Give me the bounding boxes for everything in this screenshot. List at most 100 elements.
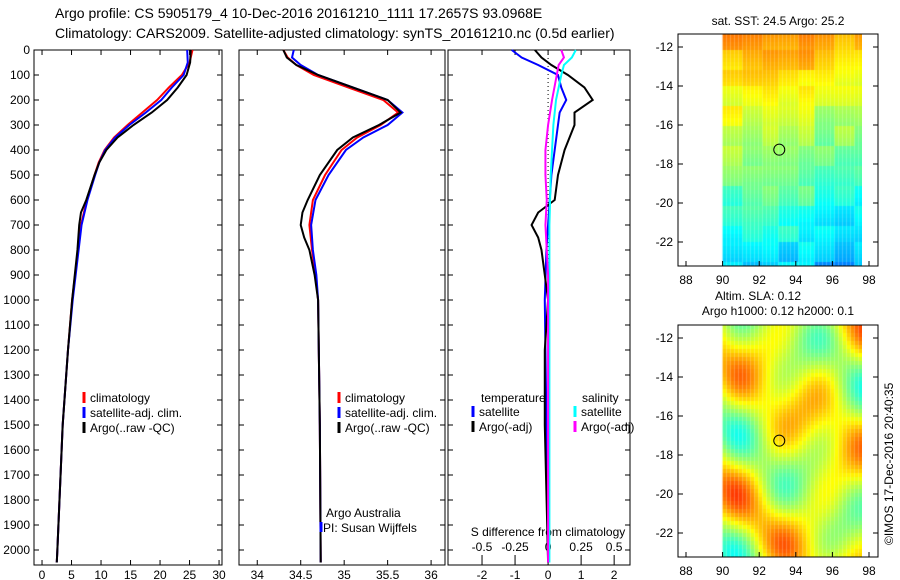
y-tick-label: 1600 xyxy=(3,443,30,457)
map-y-tick-label: -20 xyxy=(656,487,674,501)
series-line-t-argo-adj- xyxy=(530,49,595,563)
series-line-t-satellite xyxy=(511,49,568,563)
x-tick-label: -2 xyxy=(477,568,488,580)
x-tick-label: 25 xyxy=(183,568,197,580)
series-line-climatology xyxy=(55,49,194,563)
s-tick-label: -0.25 xyxy=(501,540,529,554)
y-tick-label: 100 xyxy=(10,68,30,82)
map-x-tick-label: 88 xyxy=(679,273,693,287)
argo-location-marker xyxy=(773,434,786,447)
legend-label: Argo(..raw -QC) xyxy=(90,421,175,435)
y-tick-label: 1200 xyxy=(3,343,30,357)
legend-title: temperature xyxy=(481,391,546,405)
annotation: Argo Australia xyxy=(326,506,401,520)
legend-label: Argo(-adj) xyxy=(581,420,634,434)
y-tick-label: 300 xyxy=(10,118,30,132)
y-tick-label: 800 xyxy=(10,243,30,257)
y-tick-label: 0 xyxy=(23,43,30,57)
map-x-tick-label: 88 xyxy=(679,564,693,578)
y-tick-label: 1900 xyxy=(3,518,30,532)
y-tick-label: 500 xyxy=(10,168,30,182)
map-y-tick-label: -22 xyxy=(656,526,674,540)
y-tick-label: 1100 xyxy=(4,318,30,332)
map-x-tick-label: 98 xyxy=(862,564,876,578)
title-line-1: Argo profile: CS 5905179_4 10-Dec-2016 2… xyxy=(55,5,543,21)
map-y-tick-label: -22 xyxy=(656,235,674,249)
map-x-tick-label: 94 xyxy=(789,273,803,287)
legend-label: climatology xyxy=(345,391,405,405)
panel-frame xyxy=(447,49,631,566)
map-y-tick-label: -14 xyxy=(656,370,674,384)
y-tick-label: 700 xyxy=(10,218,30,232)
x-tick-label: 30 xyxy=(212,568,226,580)
legend-label: satellite xyxy=(581,405,622,419)
map-x-tick-label: 90 xyxy=(716,273,730,287)
series-line-satellite-adj-clim- xyxy=(290,49,404,563)
argo-location-marker xyxy=(773,143,786,156)
legend-label: climatology xyxy=(90,391,150,405)
map-y-tick-label: -18 xyxy=(656,448,674,462)
map-frame xyxy=(677,33,879,267)
legend-label: Argo(..raw -QC) xyxy=(345,421,430,435)
x-tick-label: -1 xyxy=(510,568,521,580)
s-tick-label: -0.5 xyxy=(472,540,493,554)
x-tick-label: 2 xyxy=(611,568,618,580)
x-tick-label: 1 xyxy=(578,568,585,580)
sst-map xyxy=(678,34,862,266)
map-x-tick-label: 94 xyxy=(789,564,803,578)
x-tick-label: 5 xyxy=(68,568,75,580)
map-x-tick-label: 92 xyxy=(753,273,767,287)
y-tick-label: 1000 xyxy=(3,293,30,307)
map-y-tick-label: -12 xyxy=(656,40,674,54)
y-tick-label: 1300 xyxy=(3,368,30,382)
x-tick-label: 20 xyxy=(153,568,167,580)
s-tick-label: 0.25 xyxy=(569,540,593,554)
legend-title: salinity xyxy=(582,391,619,405)
x-tick-label: 34.5 xyxy=(289,568,313,580)
map-x-tick-label: 92 xyxy=(753,564,767,578)
legend-label: satellite-adj. clim. xyxy=(345,406,437,420)
series-line-s-satellite xyxy=(548,49,577,563)
map-y-tick-label: -18 xyxy=(656,157,674,171)
sla-map-title: Altim. SLA: 0.12 xyxy=(715,289,801,303)
title-line-2: Climatology: CARS2009. Satellite-adjuste… xyxy=(55,25,615,41)
sla-map-subtitle: Argo h1000: 0.12 h2000: 0.1 xyxy=(702,304,854,318)
map-x-tick-label: 98 xyxy=(862,273,876,287)
series-line-satellite-adj-clim- xyxy=(55,49,189,563)
sst-map-title: sat. SST: 24.5 Argo: 25.2 xyxy=(712,14,845,28)
y-tick-label: 2000 xyxy=(3,543,30,557)
series-line-s-argo-adj- xyxy=(544,49,566,563)
map-y-tick-label: -16 xyxy=(656,409,674,423)
map-x-tick-label: 96 xyxy=(826,273,840,287)
x-tick-label: 34 xyxy=(251,568,265,580)
x-tick-label: 10 xyxy=(94,568,108,580)
x-tick-label: 0 xyxy=(39,568,46,580)
y-tick-label: 1800 xyxy=(3,493,30,507)
y-tick-label: 600 xyxy=(10,193,30,207)
map-y-tick-label: -16 xyxy=(656,118,674,132)
x-tick-label: 15 xyxy=(124,568,138,580)
series-line-argo-raw-qc- xyxy=(282,49,403,563)
map-frame xyxy=(677,324,879,558)
x-tick-label: 35 xyxy=(337,568,351,580)
sla-map xyxy=(678,325,862,557)
map-x-tick-label: 90 xyxy=(716,564,730,578)
map-y-tick-label: -14 xyxy=(656,79,674,93)
x-tick-label: 36 xyxy=(424,568,438,580)
series-line-climatology xyxy=(282,49,400,563)
panel-frame xyxy=(238,49,446,566)
panel-frame xyxy=(33,49,223,566)
annotation: PI: Susan Wijffels xyxy=(323,521,417,535)
s-tick-label: 0.5 xyxy=(606,540,623,554)
legend-label: satellite xyxy=(479,405,520,419)
y-tick-label: 1400 xyxy=(3,393,30,407)
legend-label: satellite-adj. clim. xyxy=(90,406,182,420)
y-tick-label: 400 xyxy=(10,143,30,157)
map-y-tick-label: -12 xyxy=(656,331,674,345)
y-tick-label: 1700 xyxy=(3,468,30,482)
map-y-tick-label: -20 xyxy=(656,196,674,210)
y-tick-label: 900 xyxy=(10,268,30,282)
x-tick-label: 0 xyxy=(545,568,552,580)
